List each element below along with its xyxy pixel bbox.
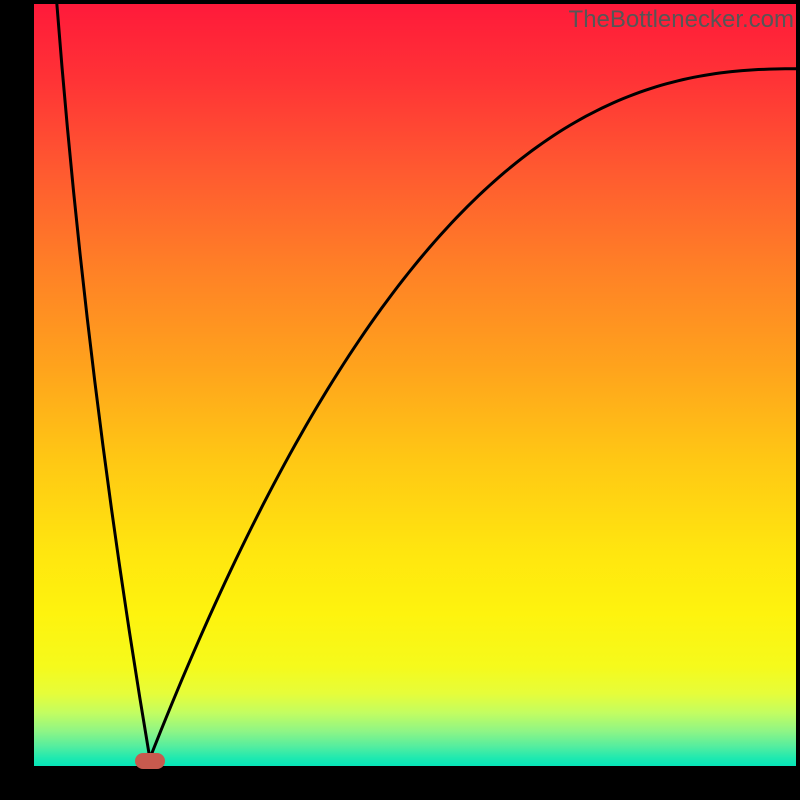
curve-overlay <box>34 4 796 766</box>
watermark-text: TheBottlenecker.com <box>569 6 794 34</box>
plot-area <box>34 4 796 766</box>
cusp-marker <box>135 753 165 769</box>
chart-container: TheBottlenecker.com <box>0 0 800 800</box>
